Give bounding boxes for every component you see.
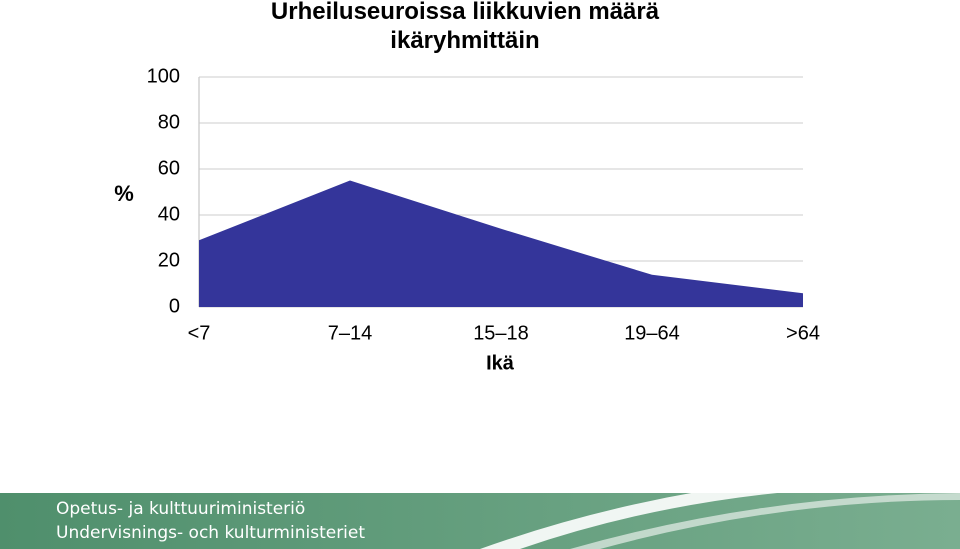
chart-title: Urheiluseuroissa liikkuvien määrä ikäryh… xyxy=(270,0,660,54)
footer-swoosh xyxy=(480,470,960,549)
footer-band xyxy=(0,493,960,549)
x-tick-label: 19–64 xyxy=(624,322,680,344)
x-tick-label: 15–18 xyxy=(473,322,529,344)
y-tick-label: 60 xyxy=(158,157,180,179)
y-tick-label: 100 xyxy=(147,65,180,87)
y-axis-label: % xyxy=(114,181,134,206)
x-tick-label: 7–14 xyxy=(328,322,373,344)
y-tick-label: 20 xyxy=(158,249,180,271)
y-tick-label: 0 xyxy=(169,295,180,317)
y-tick-label: 80 xyxy=(158,111,180,133)
area xyxy=(199,180,803,307)
footer-swoosh xyxy=(570,493,960,549)
x-axis-label: Ikä xyxy=(486,352,515,374)
y-tick-label: 40 xyxy=(158,203,180,225)
footer-line: Opetus- ja kulttuuriministeriö xyxy=(56,499,305,519)
footer-line: Undervisnings- och kulturministeriet xyxy=(56,523,365,543)
x-tick-label: <7 xyxy=(188,322,211,344)
x-tick-label: >64 xyxy=(786,322,820,344)
